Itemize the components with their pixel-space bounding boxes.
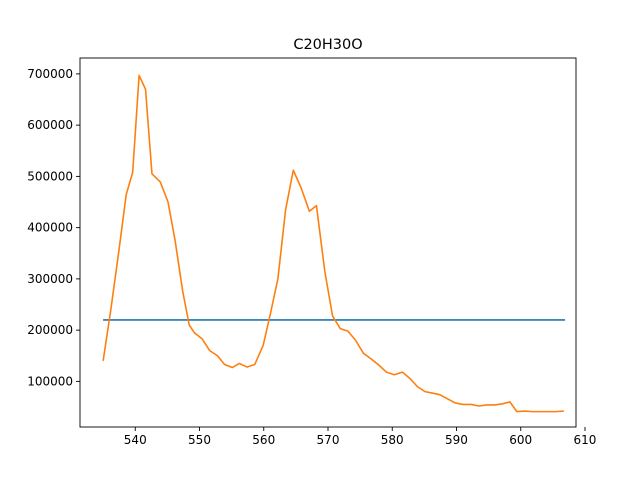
axes-frame (79, 57, 577, 428)
y-tick-label: 700000 (27, 67, 73, 81)
x-tick-label: 610 (574, 433, 597, 447)
x-tick-label: 590 (445, 433, 468, 447)
y-tick-label: 300000 (27, 272, 73, 286)
x-tick-label: 550 (188, 433, 211, 447)
y-tick-label: 400000 (27, 221, 73, 235)
y-tick-label: 100000 (27, 374, 73, 388)
series-line-2 (102, 74, 564, 413)
chart-title: C20H30O (293, 37, 362, 53)
y-tick-label: 600000 (27, 118, 73, 132)
x-axis: 540 550 560 570 580 590 600 610 (124, 427, 597, 447)
x-tick-label: 580 (381, 433, 404, 447)
x-tick-label: 540 (124, 433, 147, 447)
plot-area (102, 74, 566, 413)
x-tick-label: 600 (509, 433, 532, 447)
x-tick-label: 560 (252, 433, 275, 447)
x-tick-label: 570 (317, 433, 340, 447)
y-tick-label: 200000 (27, 323, 73, 337)
y-axis: 100000 200000 300000 400000 500000 600000 7000… (27, 67, 80, 388)
y-tick-label: 500000 (27, 169, 73, 183)
